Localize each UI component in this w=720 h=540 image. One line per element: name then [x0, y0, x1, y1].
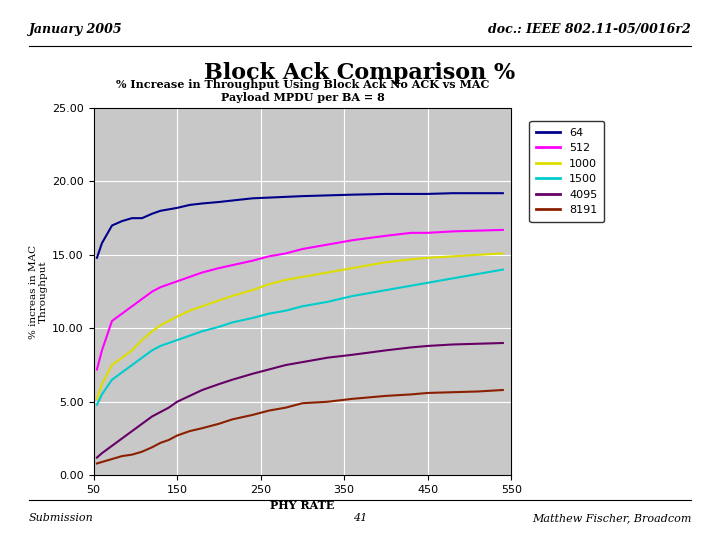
- Title: % Increase in Throughput Using Block Ack No ACK vs MAC
Payload MPDU per BA = 8: % Increase in Throughput Using Block Ack…: [116, 79, 489, 103]
- Text: doc.: IEEE 802.11-05/0016r2: doc.: IEEE 802.11-05/0016r2: [488, 23, 691, 36]
- Legend: 64, 512, 1000, 1500, 4095, 8191: 64, 512, 1000, 1500, 4095, 8191: [529, 121, 604, 222]
- Text: Matthew Fischer, Broadcom: Matthew Fischer, Broadcom: [532, 514, 691, 523]
- Text: January 2005: January 2005: [29, 23, 122, 36]
- Text: Block Ack Comparison %: Block Ack Comparison %: [204, 62, 516, 84]
- Text: Submission: Submission: [29, 514, 94, 523]
- Y-axis label: % increas in MAC
Throughput: % increas in MAC Throughput: [29, 245, 48, 339]
- Text: 41: 41: [353, 514, 367, 523]
- X-axis label: PHY RATE: PHY RATE: [270, 501, 335, 511]
